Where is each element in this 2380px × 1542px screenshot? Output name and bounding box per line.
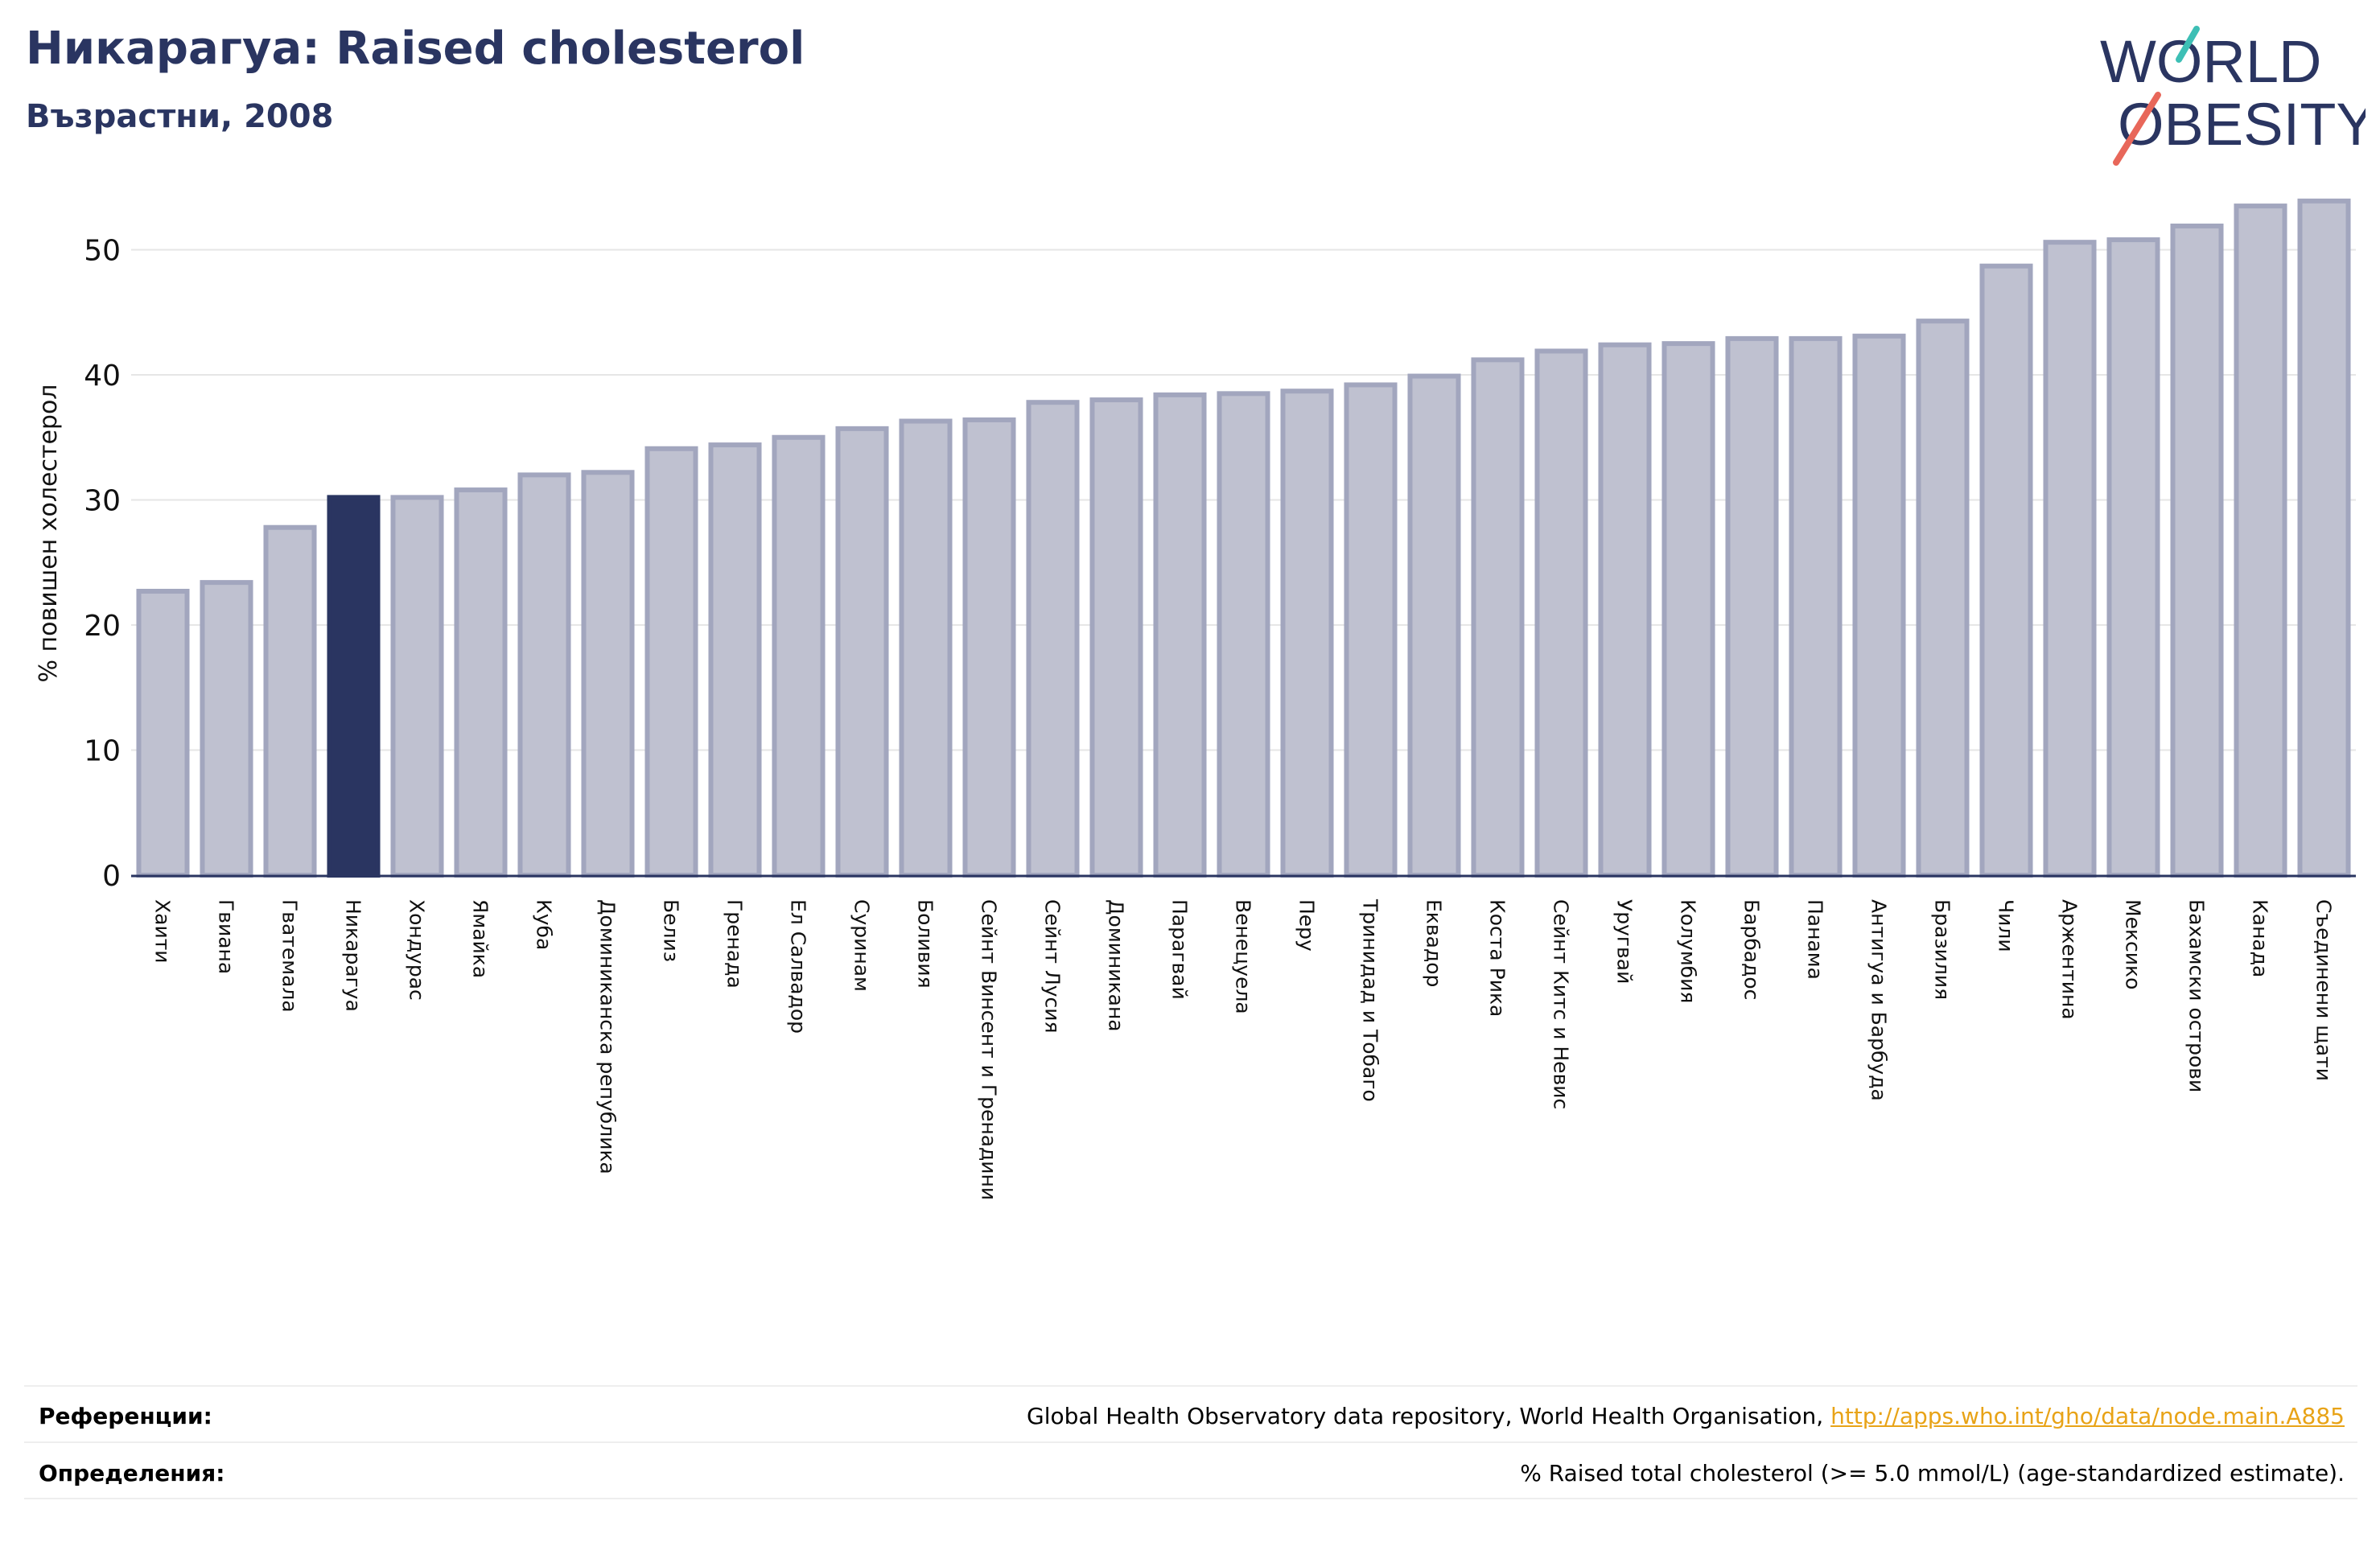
bar [200, 580, 253, 878]
bar [1534, 348, 1588, 878]
bar [835, 426, 889, 878]
x-tick-label: Сейнт Лусия [1041, 899, 1064, 1034]
footer-divider [24, 1498, 2357, 1499]
definitions-text: % Raised total cholesterol (>= 5.0 mmol/… [1520, 1460, 2345, 1486]
x-tick-label: Доминиканска република [596, 899, 620, 1174]
y-tick-label: 50 [84, 235, 121, 268]
bar [2234, 204, 2287, 878]
x-tick-label: Тринидад и Тобаго [1359, 898, 1382, 1102]
chart-title: Никарагуа: Raised cholesterol [26, 23, 805, 75]
x-tick-label: Антигуа и Барбуда [1867, 899, 1891, 1101]
bar [1789, 335, 1843, 878]
bar [1979, 263, 2033, 878]
bar [1598, 342, 1652, 878]
bar [1153, 392, 1207, 878]
y-tick-label: 20 [84, 610, 121, 643]
x-tick-label: Бразилия [1931, 899, 1954, 1000]
y-tick-label: 40 [84, 360, 121, 393]
logo-slash-red [2113, 92, 2161, 166]
x-tick-label: Перу [1295, 899, 1319, 952]
bar [1280, 389, 1334, 878]
references-text: Global Health Observatory data repositor… [1027, 1403, 2345, 1429]
logo-line1: WORLD [2100, 28, 2321, 95]
bar [1471, 357, 1525, 878]
definitions-label: Определения: [39, 1460, 225, 1486]
x-tick-label: Белиз [660, 899, 683, 962]
bars [136, 198, 2351, 878]
bar [1916, 319, 1970, 878]
x-tick-label: Панама [1804, 899, 1827, 980]
x-tick-label: Боливия [914, 899, 937, 989]
x-tick-label: Ел Салвадор [787, 899, 810, 1034]
x-tick-label: Чили [1995, 899, 2018, 952]
x-tick-label: Уругвай [1613, 899, 1637, 984]
references-source: Global Health Observatory data repositor… [1027, 1403, 1831, 1429]
x-tick-label: Сейнт Винсент и Гренадини [978, 899, 1001, 1200]
logo-slash-teal [2176, 26, 2200, 63]
y-tick-label: 30 [84, 485, 121, 518]
x-tick-label: Съединени щати [2312, 899, 2336, 1081]
bar [390, 495, 444, 878]
x-tick-label: Барбадос [1740, 899, 1764, 1000]
x-tick-label: Доминикана [1105, 899, 1128, 1032]
bar [2043, 240, 2097, 878]
bar [1725, 335, 1779, 878]
bar [1344, 382, 1398, 878]
chart-subtitle: Възрастни, 2008 [26, 98, 334, 135]
x-tick-label: Ямайка [469, 899, 492, 978]
bar [2170, 223, 2224, 878]
bar [581, 470, 635, 878]
bar [517, 472, 571, 878]
bar [1661, 341, 1715, 878]
x-tick-label: Гватемала [278, 899, 302, 1013]
bar [136, 589, 190, 878]
footer-divider [24, 1385, 2357, 1387]
bar [708, 442, 762, 878]
bar [1217, 391, 1270, 878]
bar [962, 417, 1016, 878]
x-tick-label: Аржентина [2058, 899, 2081, 1020]
x-tick-label: Никарагуа [342, 899, 365, 1012]
x-tick-label: Канада [2249, 899, 2272, 977]
x-tick-label: Гвиана [215, 899, 238, 974]
bar [2106, 237, 2160, 878]
world-obesity-logo: WORLD OBESITY [2100, 26, 2366, 166]
x-tick-label: Хондурас [406, 899, 429, 1001]
bar-chart: 0 10 20 30 40 50 Хаити Гвиана Гватемала Никарагу… [35, 198, 2356, 1200]
x-tick-labels: Хаити Гвиана Гватемала Никарагуа Хондурас Яма… [151, 898, 2336, 1200]
y-tick-label: 0 [102, 860, 121, 893]
bar [2297, 198, 2351, 878]
bar-highlight [327, 495, 381, 878]
x-tick-label: Сейнт Китс и Невис [1550, 899, 1573, 1109]
y-tick-labels: 0 10 20 30 40 50 [84, 235, 121, 894]
bar [772, 434, 826, 878]
x-tick-label: Бахамски острови [2185, 899, 2209, 1092]
footer-divider [24, 1441, 2357, 1443]
x-tick-label: Венецуела [1232, 899, 1255, 1014]
x-tick-label: Коста Рика [1486, 899, 1509, 1017]
bar [1089, 397, 1143, 878]
x-tick-label: Хаити [151, 899, 175, 964]
bar [1026, 400, 1080, 878]
bar [263, 524, 317, 878]
references-link[interactable]: http://apps.who.int/gho/data/node.main.A… [1830, 1403, 2345, 1429]
x-tick-label: Мексико [2122, 899, 2145, 989]
x-tick-label: Еквадор [1423, 899, 1446, 987]
y-axis-label: % повишен холестерол [35, 384, 63, 683]
x-tick-label: Колумбия [1677, 899, 1700, 1003]
x-tick-label: Парагвай [1168, 899, 1192, 1000]
x-tick-label: Суринам [850, 899, 874, 992]
bar [644, 446, 698, 878]
y-tick-label: 10 [84, 735, 121, 768]
bar [899, 418, 953, 878]
bar [1852, 333, 1906, 878]
references-label: Референции: [39, 1403, 212, 1429]
logo-line2: OBESITY [2118, 91, 2366, 158]
bar [454, 487, 508, 878]
bar [1407, 373, 1461, 878]
x-tick-label: Куба [533, 899, 556, 950]
x-tick-label: Гренада [723, 899, 747, 989]
